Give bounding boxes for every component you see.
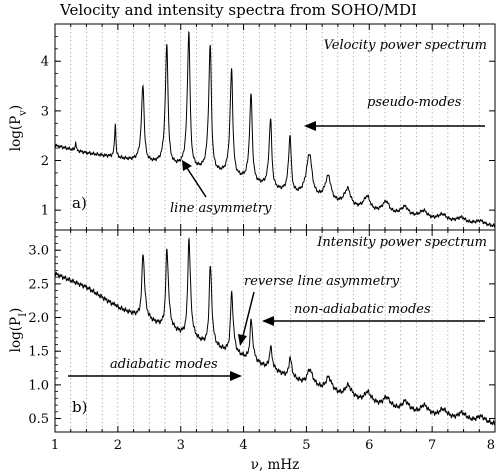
inset-title-a: Velocity power spectrum [324,38,487,53]
y-tick-label-b-2: 1.5 [28,345,49,360]
chart-title: Velocity and intensity spectra from SOHO… [59,1,417,19]
x-tick-label-0: 1 [51,438,59,453]
x-tick-label-2: 3 [177,438,185,453]
arrow-adiabatic-modes-head [230,371,242,381]
x-tick-label-3: 4 [239,438,247,453]
y-tick-label-a-1: 2 [41,154,49,169]
x-tick-label-4: 5 [302,438,310,453]
y-axis-label-a-sub: v [18,110,29,117]
plot-frame-a [54,23,496,231]
grid-b [70,230,480,432]
y-tick-label-b-4: 2.5 [28,277,49,292]
arrow-reverse-line-asymmetry [242,291,255,337]
annotations: pseudo-modes line asymmetry reverse line… [68,95,485,381]
x-tick-label-6: 7 [428,438,436,453]
y-tick-label-a-2: 3 [41,104,49,119]
panel-label-a: a) [72,194,87,212]
y-axis-label-a: log(Pv) [8,105,29,151]
arrow-non-adiabatic-modes-head [262,316,274,326]
x-tick-label-1: 2 [114,438,122,453]
panel-label-b: b) [72,398,87,416]
x-tick-label-7: 8 [487,438,495,453]
annotation-adiabatic-modes: adiabatic modes [110,357,218,372]
annotation-reverse-line-asymmetry: reverse line asymmetry [244,274,400,289]
inset-title-b: Intensity power spectrum [316,235,487,250]
annotation-non-adiabatic-modes: non-adiabatic modes [294,302,431,317]
x-axis-label: ν, mHz [251,457,299,473]
y-tick-label-b-1: 1.0 [28,378,49,393]
arrow-line-asymmetry [186,167,207,198]
y-tick-label-b-3: 2.0 [28,311,49,326]
y-tick-label-a-0: 1 [41,204,49,219]
ticks-a: 1 2 3 4 [41,24,496,230]
annotation-pseudo-modes: pseudo-modes [367,95,462,110]
y-tick-label-a-3: 4 [41,55,49,70]
ticks-b: 0.5 1.0 1.5 2.0 2.5 3.0 1 2 3 4 5 6 7 8 [28,230,496,453]
x-tick-label-5: 6 [365,438,373,453]
y-axis-label-b: log(PI) [8,308,29,353]
y-tick-label-b-0: 0.5 [28,412,49,427]
intensity-spectrum-line [54,237,496,426]
arrow-reverse-line-asymmetry-head [238,334,247,346]
arrow-pseudo-modes-head [304,121,316,131]
grid-a [70,24,480,230]
arrow-line-asymmetry-head [182,160,192,171]
y-tick-label-b-5: 3.0 [28,244,49,259]
y-axis-label-b-sub: I [18,313,29,317]
annotation-line-asymmetry: line asymmetry [170,201,272,216]
velocity-spectrum-line [54,30,496,228]
